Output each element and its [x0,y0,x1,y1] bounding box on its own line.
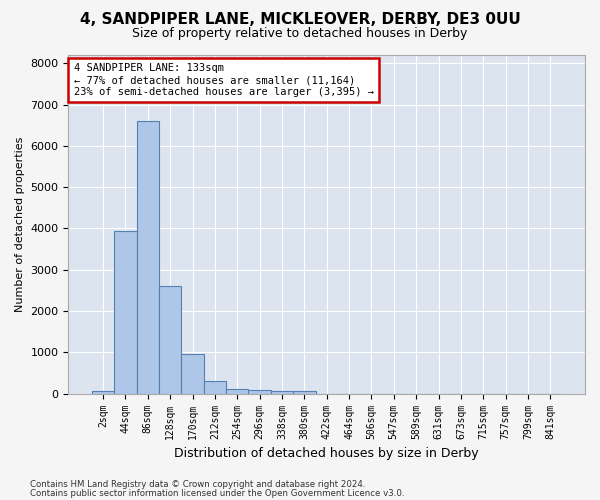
Bar [248,390,271,394]
Bar [271,390,293,394]
Bar [159,286,181,394]
Text: Contains HM Land Registry data © Crown copyright and database right 2024.: Contains HM Land Registry data © Crown c… [30,480,365,489]
Bar [181,354,204,394]
Bar [137,121,159,394]
Bar [293,392,316,394]
Y-axis label: Number of detached properties: Number of detached properties [15,136,25,312]
Text: 4, SANDPIPER LANE, MICKLEOVER, DERBY, DE3 0UU: 4, SANDPIPER LANE, MICKLEOVER, DERBY, DE… [80,12,520,28]
Bar [92,390,114,394]
X-axis label: Distribution of detached houses by size in Derby: Distribution of detached houses by size … [175,447,479,460]
Bar [226,388,248,394]
Bar [114,230,137,394]
Bar [204,382,226,394]
Text: Contains public sector information licensed under the Open Government Licence v3: Contains public sector information licen… [30,488,404,498]
Text: 4 SANDPIPER LANE: 133sqm
← 77% of detached houses are smaller (11,164)
23% of se: 4 SANDPIPER LANE: 133sqm ← 77% of detach… [74,64,374,96]
Text: Size of property relative to detached houses in Derby: Size of property relative to detached ho… [133,28,467,40]
